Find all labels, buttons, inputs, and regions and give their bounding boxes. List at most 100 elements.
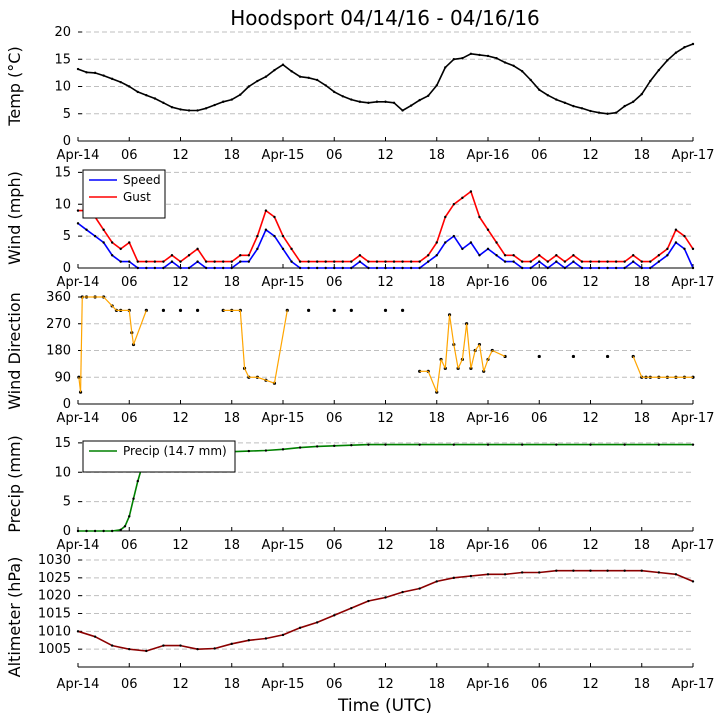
data-point [162, 644, 165, 647]
data-point [614, 260, 618, 263]
x-tick-label: 18 [428, 148, 445, 163]
data-point [649, 79, 652, 83]
data-point [239, 93, 242, 96]
data-point [162, 266, 165, 270]
data-point [119, 247, 122, 251]
data-point [486, 443, 490, 446]
x-tick-label: 18 [223, 148, 240, 163]
data-point [247, 449, 251, 453]
data-point [529, 78, 532, 82]
y-axis-label: Wind Direction [5, 292, 24, 410]
data-point [606, 569, 609, 572]
legend-label: Precip (14.7 mm) [123, 444, 227, 458]
data-point [640, 569, 643, 572]
x-tick-label: 18 [633, 677, 650, 692]
data-point [145, 260, 148, 263]
data-point [606, 112, 609, 115]
data-point [597, 260, 601, 263]
y-tick-label: 90 [54, 370, 71, 385]
y-tick-label: 5 [63, 495, 71, 510]
data-point [298, 446, 302, 449]
data-point [486, 228, 490, 231]
data-point [503, 61, 507, 64]
data-point [461, 247, 464, 251]
data-point [384, 260, 387, 263]
data-point [691, 266, 695, 270]
data-point [657, 254, 661, 257]
x-tick-label: Apr-15 [262, 538, 305, 553]
data-point [614, 266, 618, 270]
series-line-gust [78, 190, 694, 263]
panel-3: 0 90 180 270 360 Apr-14 06 12 18 Apr-15 06 12 18 Apr-… [5, 290, 714, 426]
x-tick-label: Apr-14 [57, 538, 100, 553]
data-point [401, 260, 404, 263]
x-tick-label: 12 [172, 411, 189, 426]
data-point [102, 241, 105, 244]
data-point [649, 260, 652, 263]
data-point [563, 101, 567, 105]
data-point [76, 529, 80, 533]
data-point [230, 266, 233, 270]
data-point [384, 443, 387, 446]
data-point [657, 571, 661, 574]
x-tick-label: 06 [326, 538, 343, 553]
data-point [606, 266, 609, 270]
x-tick-label: Apr-15 [262, 148, 305, 163]
data-point [452, 443, 456, 446]
x-tick-label: 06 [326, 677, 343, 692]
data-point [400, 308, 405, 312]
data-point [110, 77, 114, 81]
data-point [247, 639, 251, 642]
y-tick-label: 0 [63, 524, 71, 539]
data-point [162, 101, 165, 105]
data-point [409, 266, 413, 270]
data-point [179, 108, 182, 111]
data-point [623, 569, 626, 572]
data-point [605, 354, 610, 359]
data-point [597, 111, 601, 114]
data-point [486, 54, 490, 58]
data-point [307, 308, 311, 312]
y-tick-label: 15 [54, 165, 71, 180]
data-point [110, 241, 114, 244]
data-point [469, 574, 473, 578]
data-point [495, 56, 498, 60]
data-point [76, 222, 80, 225]
data-point [606, 260, 609, 263]
data-point [332, 308, 336, 312]
data-point [392, 266, 396, 270]
x-tick-label: Apr-16 [467, 275, 510, 290]
figure-title: Hoodsport 04/14/16 - 04/16/16 [230, 6, 540, 30]
data-point [384, 100, 387, 103]
data-point [298, 75, 302, 78]
data-point [93, 635, 97, 638]
data-point [384, 596, 387, 599]
data-point [119, 80, 122, 84]
data-point [315, 260, 319, 263]
data-point [298, 626, 302, 629]
direction-segment [103, 296, 113, 307]
data-point [307, 266, 310, 270]
data-point [85, 529, 88, 533]
data-point [110, 644, 114, 647]
data-point [93, 529, 97, 533]
data-point [461, 56, 464, 60]
data-point [230, 642, 233, 646]
x-tick-label: 06 [531, 411, 548, 426]
x-tick-label: 06 [326, 148, 343, 163]
y-tick-label: 180 [46, 344, 71, 359]
data-point [589, 266, 592, 270]
data-point [452, 234, 456, 238]
direction-segment [478, 344, 485, 372]
data-point [503, 260, 507, 263]
data-point [333, 614, 336, 617]
data-point [264, 637, 268, 640]
direction-segment [440, 359, 446, 369]
x-tick-label: 06 [326, 411, 343, 426]
x-tick-label: 18 [428, 275, 445, 290]
data-point [247, 260, 251, 263]
x-tick-label: 18 [428, 411, 445, 426]
direction-segment [466, 323, 472, 369]
x-tick-label: Apr-14 [57, 411, 100, 426]
data-point [222, 100, 225, 103]
